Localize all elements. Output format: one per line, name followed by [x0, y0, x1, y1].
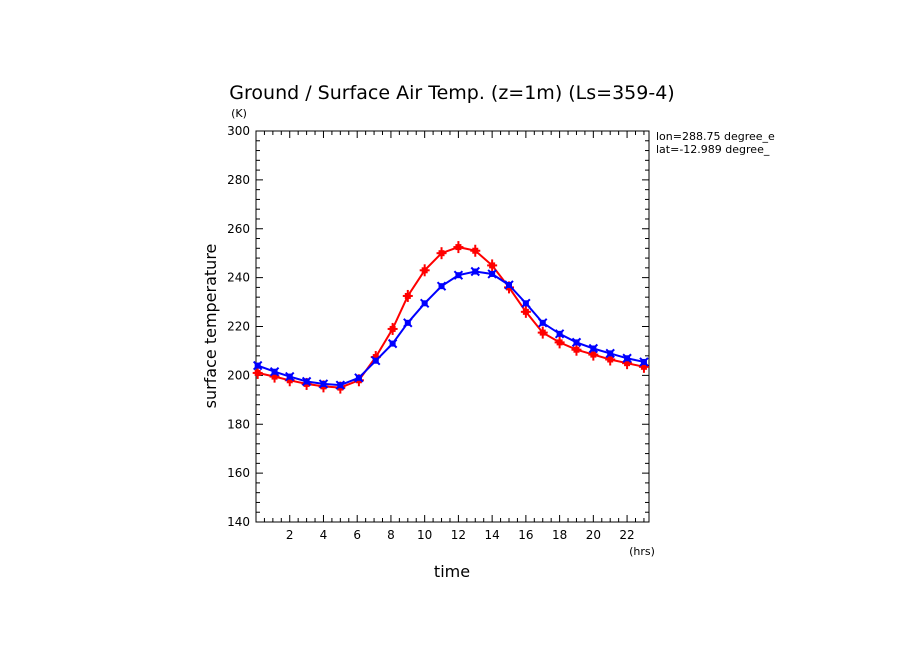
data-point [252, 360, 263, 371]
data-point [554, 329, 565, 339]
chart-title: Ground / Surface Air Temp. (z=1m) (Ls=35… [229, 82, 674, 104]
data-point [571, 343, 582, 356]
data-point [537, 326, 548, 339]
data-point [403, 318, 413, 328]
x-tick-label: 16 [518, 528, 533, 542]
data-point [520, 305, 531, 318]
x-tick-label: 2 [286, 528, 294, 542]
data-point [588, 343, 599, 354]
y-tick-label: 240 [227, 271, 250, 285]
data-point [387, 338, 398, 349]
x-tick-label: 12 [451, 528, 466, 542]
data-point [487, 269, 497, 279]
data-point [639, 357, 649, 367]
data-point [335, 380, 346, 390]
data-point [521, 298, 531, 308]
data-point [419, 264, 430, 277]
data-point [453, 270, 464, 280]
data-point [538, 318, 548, 328]
data-point [504, 280, 514, 290]
data-point [285, 371, 295, 382]
y-tick-label: 280 [227, 173, 250, 187]
series-2 [252, 266, 649, 390]
data-point [622, 353, 632, 363]
y-tick-label: 300 [227, 124, 250, 138]
data-point [387, 322, 398, 335]
data-point [269, 367, 280, 377]
x-tick-label: 14 [484, 528, 499, 542]
data-point [436, 281, 447, 291]
series-layer [252, 241, 649, 394]
series-1 [252, 241, 649, 394]
series-line [257, 270, 645, 387]
data-point [554, 336, 565, 349]
x-tick-label: 8 [387, 528, 395, 542]
annotation-lat: lat=-12.989 degree_ [656, 143, 770, 156]
data-point [605, 348, 615, 359]
y-tick-label: 200 [227, 368, 250, 382]
data-point [371, 356, 381, 366]
data-point [436, 247, 447, 260]
plot-frame [255, 130, 650, 523]
axis-ticks: 140 160 180 200 220 240 260 280 300 2 4 6 8 10 12 14 16 1… [227, 124, 649, 542]
x-tick-label: 20 [586, 528, 601, 542]
data-point [470, 244, 481, 257]
y-axis-label: surface temperature [201, 244, 220, 409]
x-tick-label: 10 [417, 528, 432, 542]
y-tick-label: 180 [227, 417, 250, 431]
x-tick-label: 6 [353, 528, 361, 542]
x-unit-label: (hrs) [629, 545, 655, 558]
x-tick-label: 18 [552, 528, 567, 542]
data-point [252, 366, 263, 379]
data-point [318, 379, 329, 389]
x-tick-label: 22 [619, 528, 634, 542]
data-point [453, 241, 464, 254]
x-tick-label: 4 [320, 528, 328, 542]
annotation-clip [779, 128, 904, 158]
data-point [402, 289, 413, 302]
data-point [354, 373, 364, 383]
data-point [419, 298, 430, 308]
y-tick-label: 260 [227, 222, 250, 236]
data-point [301, 376, 312, 387]
data-point [487, 259, 498, 272]
data-point [470, 266, 480, 277]
annotation-lon: lon=288.75 degree_e [656, 130, 775, 143]
data-point [571, 337, 582, 348]
y-unit-label: (K) [231, 107, 247, 120]
y-tick-label: 220 [227, 320, 250, 334]
x-axis-label: time [434, 562, 470, 581]
series-line [257, 246, 645, 389]
y-tick-label: 140 [227, 515, 250, 529]
y-tick-label: 160 [227, 466, 250, 480]
